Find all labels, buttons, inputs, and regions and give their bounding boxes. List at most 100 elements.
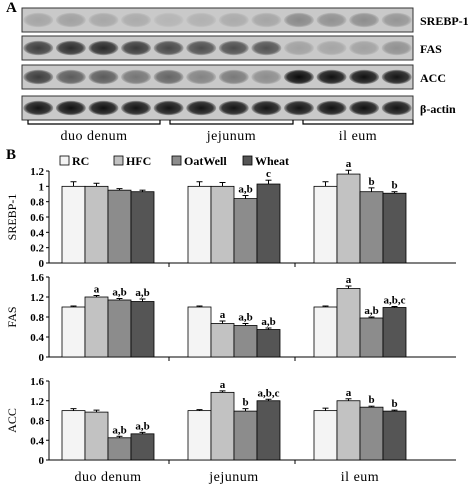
bar <box>359 406 384 461</box>
bar <box>210 323 235 358</box>
bar <box>336 400 361 461</box>
bar <box>130 433 155 461</box>
blot-band <box>186 12 217 28</box>
blot-band <box>23 12 54 28</box>
blot-row-label: FAS <box>420 42 442 56</box>
y-tick-label: 1 <box>39 181 45 193</box>
blot-row-label: ACC <box>420 71 446 85</box>
bar <box>256 183 281 264</box>
bar <box>107 189 132 264</box>
y-tick-label: 1.2 <box>30 292 44 304</box>
y-tick-label: 0.4 <box>30 227 44 239</box>
blot-band <box>23 69 54 85</box>
significance-label: b <box>391 398 397 410</box>
bar <box>382 307 407 358</box>
significance-label: a,b <box>135 287 149 299</box>
blot-group-label: il eum <box>339 129 377 144</box>
blot-band <box>218 40 249 56</box>
bar <box>107 437 132 461</box>
blot-band <box>381 69 412 85</box>
blot-band <box>283 100 314 116</box>
chart-fas: 0 0.4 0.8 1.2 1.6 FAS a a a a,b a,b a,b a,b a,b a,b,c <box>5 272 456 364</box>
significance-label: a <box>346 158 352 170</box>
bar <box>336 173 361 264</box>
blot-band <box>283 40 314 56</box>
blot-band <box>283 69 314 85</box>
blot-band <box>283 12 314 28</box>
bar <box>130 191 155 264</box>
legend-label: Wheat <box>255 154 289 168</box>
blot-band <box>23 40 54 56</box>
blot-band <box>153 100 184 116</box>
bar <box>313 306 338 358</box>
legend-swatch-oatwell <box>171 155 182 166</box>
blot-band <box>55 69 86 85</box>
significance-label: b <box>368 394 374 406</box>
significance-label: c <box>266 168 271 180</box>
blot-strip-4 <box>21 95 414 121</box>
blot-band <box>186 69 217 85</box>
y-tick-label: 0 <box>39 352 45 364</box>
blot-band <box>153 69 184 85</box>
significance-label: b <box>391 180 397 192</box>
bar <box>210 391 235 461</box>
blot-strip-3 <box>21 64 414 90</box>
y-tick-label: 0.6 <box>30 212 44 224</box>
y-axis-label: ACC <box>5 408 19 433</box>
x-category-label: jejunum <box>208 470 258 485</box>
blot-band <box>88 69 119 85</box>
y-tick-label: 1.2 <box>30 166 44 178</box>
significance-label: a,b <box>238 312 252 324</box>
western-blot-panel: SREBP-1 FAS ACC β-actin duo denum jejunum il e… <box>21 7 469 144</box>
blot-band <box>316 12 347 28</box>
group-bracket <box>302 120 414 125</box>
significance-label: a <box>220 379 226 391</box>
blot-band <box>88 12 119 28</box>
blot-row-label: SREBP-1 <box>420 14 469 28</box>
bar <box>359 191 384 264</box>
group-bracket <box>27 120 161 125</box>
bar <box>84 185 109 264</box>
legend-label: HFC <box>126 154 151 168</box>
bar <box>382 410 407 461</box>
blot-band <box>55 40 86 56</box>
blot-band <box>88 40 119 56</box>
x-category-label: duo denum <box>74 470 141 485</box>
significance-label: a,b <box>261 316 275 328</box>
panel-a-label: A <box>6 0 17 16</box>
bar <box>61 306 86 358</box>
bar <box>210 185 235 264</box>
blot-band <box>218 12 249 28</box>
y-tick-label: 1.6 <box>30 272 44 284</box>
legend-swatch-hfc <box>113 155 124 166</box>
y-tick-label: 0.4 <box>30 332 44 344</box>
significance-label: a,b,c <box>384 295 406 307</box>
bar <box>313 185 338 264</box>
bar <box>187 410 212 461</box>
significance-label: a,b <box>238 184 252 196</box>
legend-label: OatWell <box>184 154 227 168</box>
bar <box>382 192 407 264</box>
blot-band <box>121 12 152 28</box>
blot-band <box>251 69 282 85</box>
y-tick-label: 0 <box>39 455 45 467</box>
significance-label: a <box>220 309 226 321</box>
blot-band <box>88 100 119 116</box>
blot-group-label: duo denum <box>60 129 127 144</box>
significance-label: b <box>242 397 248 409</box>
legend-swatch-rc <box>59 155 70 166</box>
blot-band <box>316 40 347 56</box>
blot-band <box>153 40 184 56</box>
significance-label: a <box>346 274 352 286</box>
blot-band <box>121 40 152 56</box>
blot-band <box>23 100 54 116</box>
blot-band <box>381 40 412 56</box>
legend-label: RC <box>72 154 89 168</box>
y-tick-label: 1.6 <box>30 376 44 388</box>
blot-band <box>55 100 86 116</box>
y-tick-label: 1.2 <box>30 396 44 408</box>
blot-band <box>349 69 380 85</box>
blot-band <box>153 12 184 28</box>
bar <box>61 410 86 461</box>
blot-band <box>251 12 282 28</box>
